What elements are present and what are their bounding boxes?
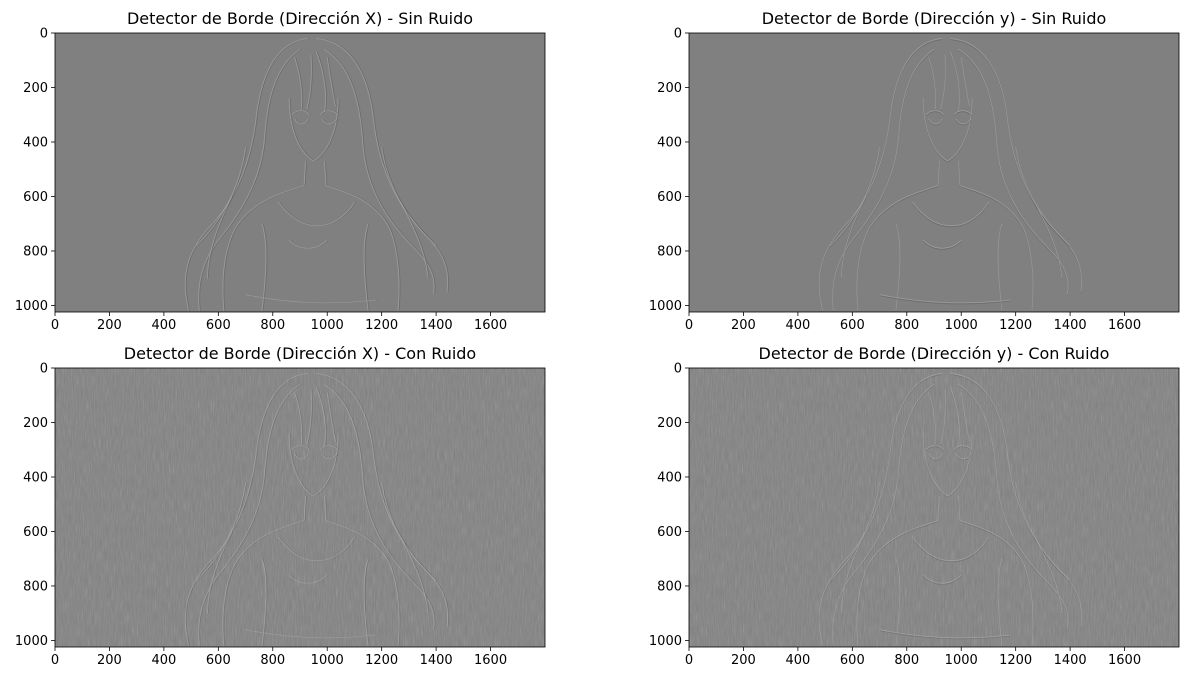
x-tick-label: 1400 (1054, 653, 1087, 668)
x-tick-label: 1600 (1108, 653, 1141, 668)
subplot-4: 0 200 400 600 800 1000 1200 1400 1600 0 200 400 600 8… (649, 344, 1180, 668)
subplot-title: Detector de Borde (Dirección y) - Con Ru… (759, 344, 1110, 363)
x-tick-label: 1200 (999, 653, 1032, 668)
y-tick-label: 600 (23, 190, 48, 205)
y-tick-label: 0 (40, 27, 48, 42)
x-tick-label: 800 (260, 653, 285, 668)
y-tick-label: 0 (674, 27, 682, 42)
subplot-title: Detector de Borde (Dirección X) - Sin Ru… (127, 9, 473, 28)
x-tick-label: 1200 (999, 318, 1032, 333)
subplot-3: 0 200 400 600 800 1000 1200 1400 1600 0 200 400 600 8… (15, 344, 546, 668)
subplot-title: Detector de Borde (Dirección X) - Con Ru… (124, 344, 476, 363)
y-tick-label: 200 (657, 416, 682, 431)
axes-frame (688, 367, 1180, 648)
x-tick-label: 400 (151, 318, 176, 333)
x-tick-label: 800 (894, 318, 919, 333)
x-tick-label: 600 (206, 653, 231, 668)
subplot-title: Detector de Borde (Dirección y) - Sin Ru… (762, 9, 1107, 28)
y-tick-label: 200 (23, 416, 48, 431)
y-tick-label: 800 (23, 579, 48, 594)
y-tick-label: 800 (657, 579, 682, 594)
y-tick-label: 600 (657, 525, 682, 540)
subplot-1: 0 200 400 600 800 1000 1200 1400 1600 0 200 400 600 8… (15, 9, 546, 333)
edge-strokes (184, 38, 450, 311)
x-tick-label: 400 (785, 653, 810, 668)
x-tick-label: 1600 (474, 318, 507, 333)
x-tick-label: 0 (51, 653, 59, 668)
noise-overlay (689, 368, 1179, 647)
edge-strokes (818, 38, 1082, 312)
y-tick-label: 600 (657, 190, 682, 205)
x-tick-label: 600 (840, 653, 865, 668)
noise-overlay (55, 368, 545, 647)
x-tick-label: 800 (260, 318, 285, 333)
x-tick-label: 1000 (311, 653, 344, 668)
x-tick-label: 1600 (1108, 318, 1141, 333)
x-tick-label: 0 (51, 318, 59, 333)
x-tick-label: 0 (685, 318, 693, 333)
x-tick-label: 1400 (420, 653, 453, 668)
y-tick-label: 1000 (15, 634, 48, 649)
axes-frame (54, 367, 546, 648)
x-tick-label: 400 (785, 318, 810, 333)
y-tick-label: 1000 (15, 299, 48, 314)
x-tick-label: 1600 (474, 653, 507, 668)
axes-frame (54, 32, 546, 313)
edge-image (689, 33, 1179, 312)
x-tick-label: 0 (685, 653, 693, 668)
x-tick-label: 1000 (945, 318, 978, 333)
x-tick-label: 800 (894, 653, 919, 668)
y-tick-label: 0 (674, 362, 682, 377)
x-tick-label: 1400 (1054, 318, 1087, 333)
y-tick-label: 1000 (649, 634, 682, 649)
y-tick-label: 400 (657, 135, 682, 150)
x-tick-label: 400 (151, 653, 176, 668)
y-tick-label: 800 (23, 244, 48, 259)
edge-strokes (689, 368, 1179, 647)
y-tick-label: 200 (23, 81, 48, 96)
y-tick-label: 0 (40, 362, 48, 377)
x-tick-label: 200 (97, 653, 122, 668)
x-tick-label: 1200 (365, 653, 398, 668)
axes-frame (688, 32, 1180, 313)
subplot-2: 0 200 400 600 800 1000 1200 1400 1600 0 200 400 600 8… (649, 9, 1180, 333)
y-tick-label: 400 (23, 135, 48, 150)
y-tick-label: 400 (657, 470, 682, 485)
y-tick-label: 400 (23, 470, 48, 485)
edge-strokes (55, 368, 545, 647)
y-tick-label: 600 (23, 525, 48, 540)
x-tick-label: 200 (731, 318, 756, 333)
x-tick-label: 200 (97, 318, 122, 333)
y-tick-label: 800 (657, 244, 682, 259)
x-tick-label: 1200 (365, 318, 398, 333)
x-tick-label: 600 (206, 318, 231, 333)
x-tick-label: 200 (731, 653, 756, 668)
x-tick-label: 1000 (945, 653, 978, 668)
y-tick-label: 1000 (649, 299, 682, 314)
x-tick-label: 1400 (420, 318, 453, 333)
x-tick-label: 600 (840, 318, 865, 333)
x-tick-label: 1000 (311, 318, 344, 333)
y-tick-label: 200 (657, 81, 682, 96)
